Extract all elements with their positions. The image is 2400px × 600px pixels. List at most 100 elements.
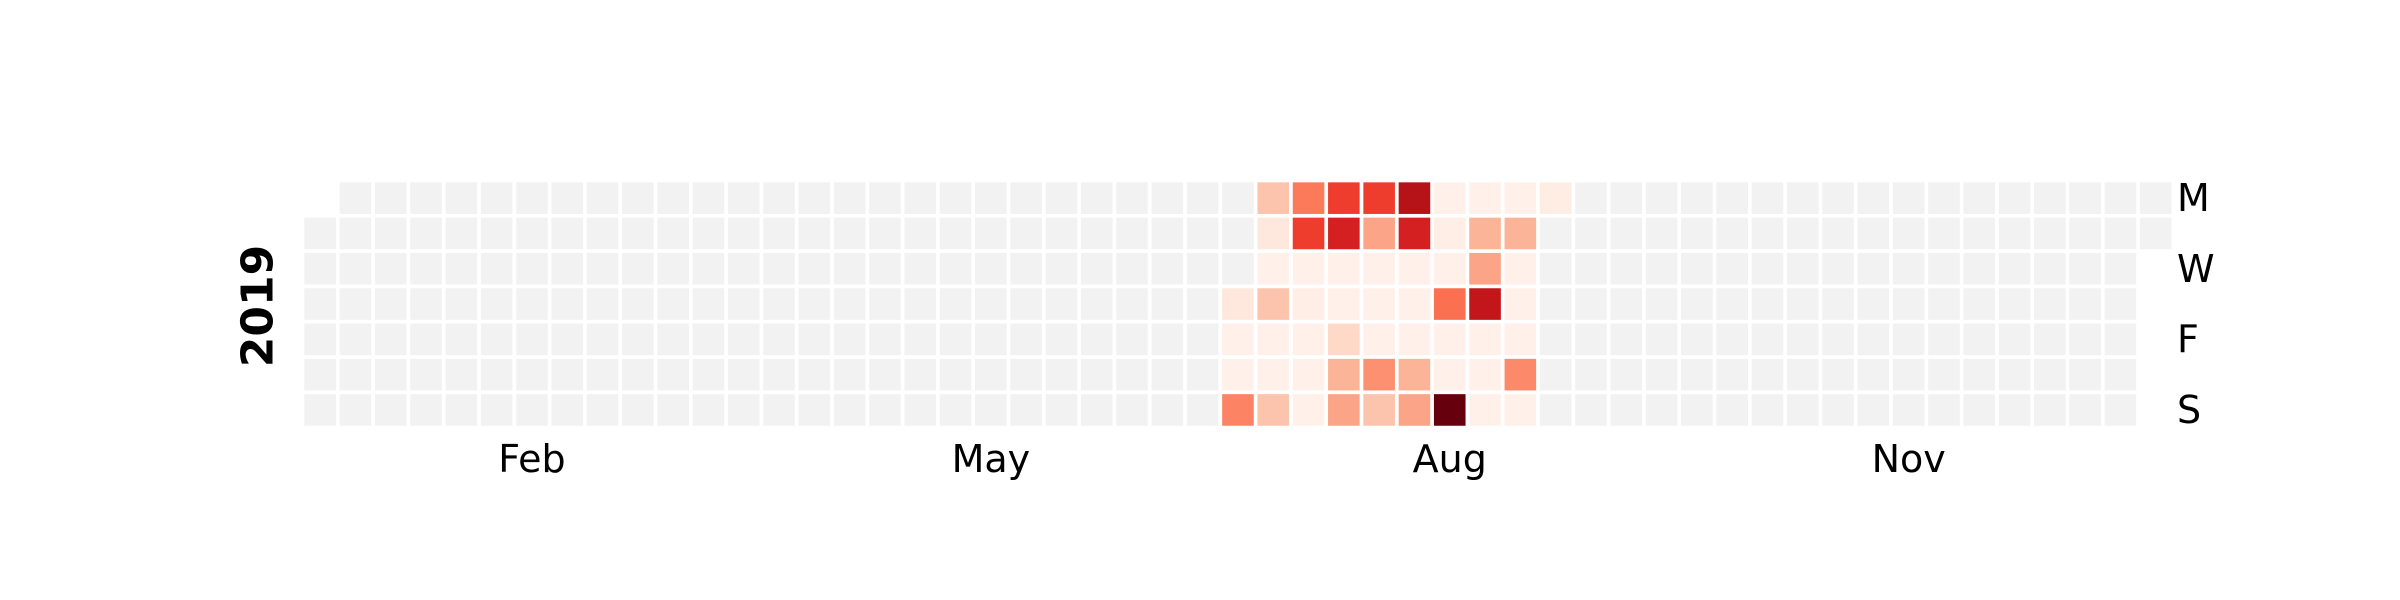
heatmap-cell <box>1010 217 1042 250</box>
heatmap-cell <box>1610 358 1643 391</box>
heatmap-cell <box>1928 252 1960 285</box>
heatmap-cell <box>1963 217 1996 250</box>
heatmap-cell <box>1751 394 1784 426</box>
heatmap-cell <box>1786 394 1819 426</box>
heatmap-cell-filled <box>1504 288 1537 320</box>
heatmap-cell <box>1045 182 1078 214</box>
heatmap-cell-filled <box>1292 323 1325 356</box>
heatmap-cell <box>2139 182 2172 214</box>
heatmap-cell-filled <box>1328 323 1360 356</box>
heatmap-cell <box>551 358 584 391</box>
heatmap-cell-filled <box>1504 252 1537 285</box>
heatmap-cell <box>1010 323 1042 356</box>
heatmap-cell <box>1116 288 1148 320</box>
heatmap-cell <box>798 288 831 320</box>
heatmap-cell <box>1822 217 1854 250</box>
heatmap-cell <box>339 288 372 320</box>
heatmap-cell <box>1786 358 1819 391</box>
heatmap-cell <box>445 358 478 391</box>
heatmap-cell <box>445 288 478 320</box>
heatmap-cell <box>480 252 513 285</box>
heatmap-cell <box>1998 288 2031 320</box>
heatmap-cell <box>1681 252 1713 285</box>
heatmap-cell <box>1963 358 1996 391</box>
weekday-tick-label: M <box>2177 176 2210 220</box>
heatmap-cell <box>763 394 795 426</box>
heatmap-cell <box>939 217 972 250</box>
heatmap-cell-filled <box>1398 217 1431 250</box>
heatmap-cell <box>833 358 866 391</box>
heatmap-cell <box>339 252 372 285</box>
heatmap-cell <box>1681 217 1713 250</box>
heatmap-cell <box>939 323 972 356</box>
heatmap-cell-filled <box>1257 288 1290 320</box>
heatmap-cell <box>1010 358 1042 391</box>
heatmap-cell <box>1892 217 1925 250</box>
heatmap-cell-filled <box>1504 217 1537 250</box>
heatmap-cell <box>374 323 407 356</box>
heatmap-cell <box>869 358 901 391</box>
heatmap-cell-filled <box>1257 358 1290 391</box>
heatmap-cell <box>1751 358 1784 391</box>
heatmap-cell <box>975 252 1007 285</box>
heatmap-cell-filled <box>1539 182 1572 214</box>
heatmap-cell-filled <box>1504 358 1537 391</box>
heatmap-cell <box>1857 394 1890 426</box>
heatmap-cell <box>975 288 1007 320</box>
heatmap-cell <box>2034 217 2066 250</box>
heatmap-cell <box>622 323 654 356</box>
heatmap-cell <box>1963 182 1996 214</box>
heatmap-cell <box>1186 217 1219 250</box>
heatmap-cell <box>1116 182 1148 214</box>
month-axis: Feb May Aug Nov <box>498 437 1945 481</box>
heatmap-cell <box>763 358 795 391</box>
heatmap-cell <box>445 323 478 356</box>
heatmap-cell <box>304 288 336 320</box>
heatmap-cell <box>516 394 548 426</box>
heatmap-cell-filled <box>1398 252 1431 285</box>
heatmap-cell <box>1786 288 1819 320</box>
heatmap-cell-filled <box>1469 323 1501 356</box>
heatmap-cell <box>551 394 584 426</box>
heatmap-cell-filled <box>1433 182 1466 214</box>
heatmap-cell <box>374 182 407 214</box>
heatmap-cell <box>480 182 513 214</box>
heatmap-cell-filled <box>1292 394 1325 426</box>
heatmap-cell <box>339 323 372 356</box>
heatmap-cell-filled <box>1257 323 1290 356</box>
heatmap-cell <box>586 288 619 320</box>
heatmap-cell <box>374 394 407 426</box>
heatmap-cell <box>1716 358 1748 391</box>
heatmap-cell-filled <box>1257 182 1290 214</box>
heatmap-cell <box>374 217 407 250</box>
heatmap-cell <box>1151 217 1184 250</box>
heatmap-cell <box>869 394 901 426</box>
heatmap-cell <box>586 217 619 250</box>
heatmap-cell <box>2069 182 2101 214</box>
heatmap-cell <box>1010 288 1042 320</box>
heatmap-cell <box>1716 217 1748 250</box>
heatmap-cell <box>1998 323 2031 356</box>
heatmap-cell-filled <box>1469 182 1501 214</box>
heatmap-cell <box>551 217 584 250</box>
heatmap-cell <box>1539 217 1572 250</box>
heatmap-cell <box>1857 217 1890 250</box>
heatmap-cell <box>304 252 336 285</box>
heatmap-cell-filled <box>1504 394 1537 426</box>
heatmap-cell <box>1116 323 1148 356</box>
heatmap-cell <box>586 323 619 356</box>
heatmap-cell <box>1645 182 1678 214</box>
heatmap-cell <box>904 288 937 320</box>
heatmap-cell <box>657 252 689 285</box>
heatmap-cell-filled <box>1363 288 1395 320</box>
heatmap-cell <box>1080 252 1113 285</box>
heatmap-cell-filled <box>1328 288 1360 320</box>
heatmap-cell-filled <box>1292 358 1325 391</box>
weekday-tick-label: W <box>2177 247 2215 291</box>
heatmap-cell <box>480 217 513 250</box>
month-tick-label: May <box>952 437 1031 481</box>
heatmap-cell <box>1151 394 1184 426</box>
heatmap-cell <box>869 323 901 356</box>
heatmap-cell <box>763 252 795 285</box>
heatmap-cell <box>975 217 1007 250</box>
